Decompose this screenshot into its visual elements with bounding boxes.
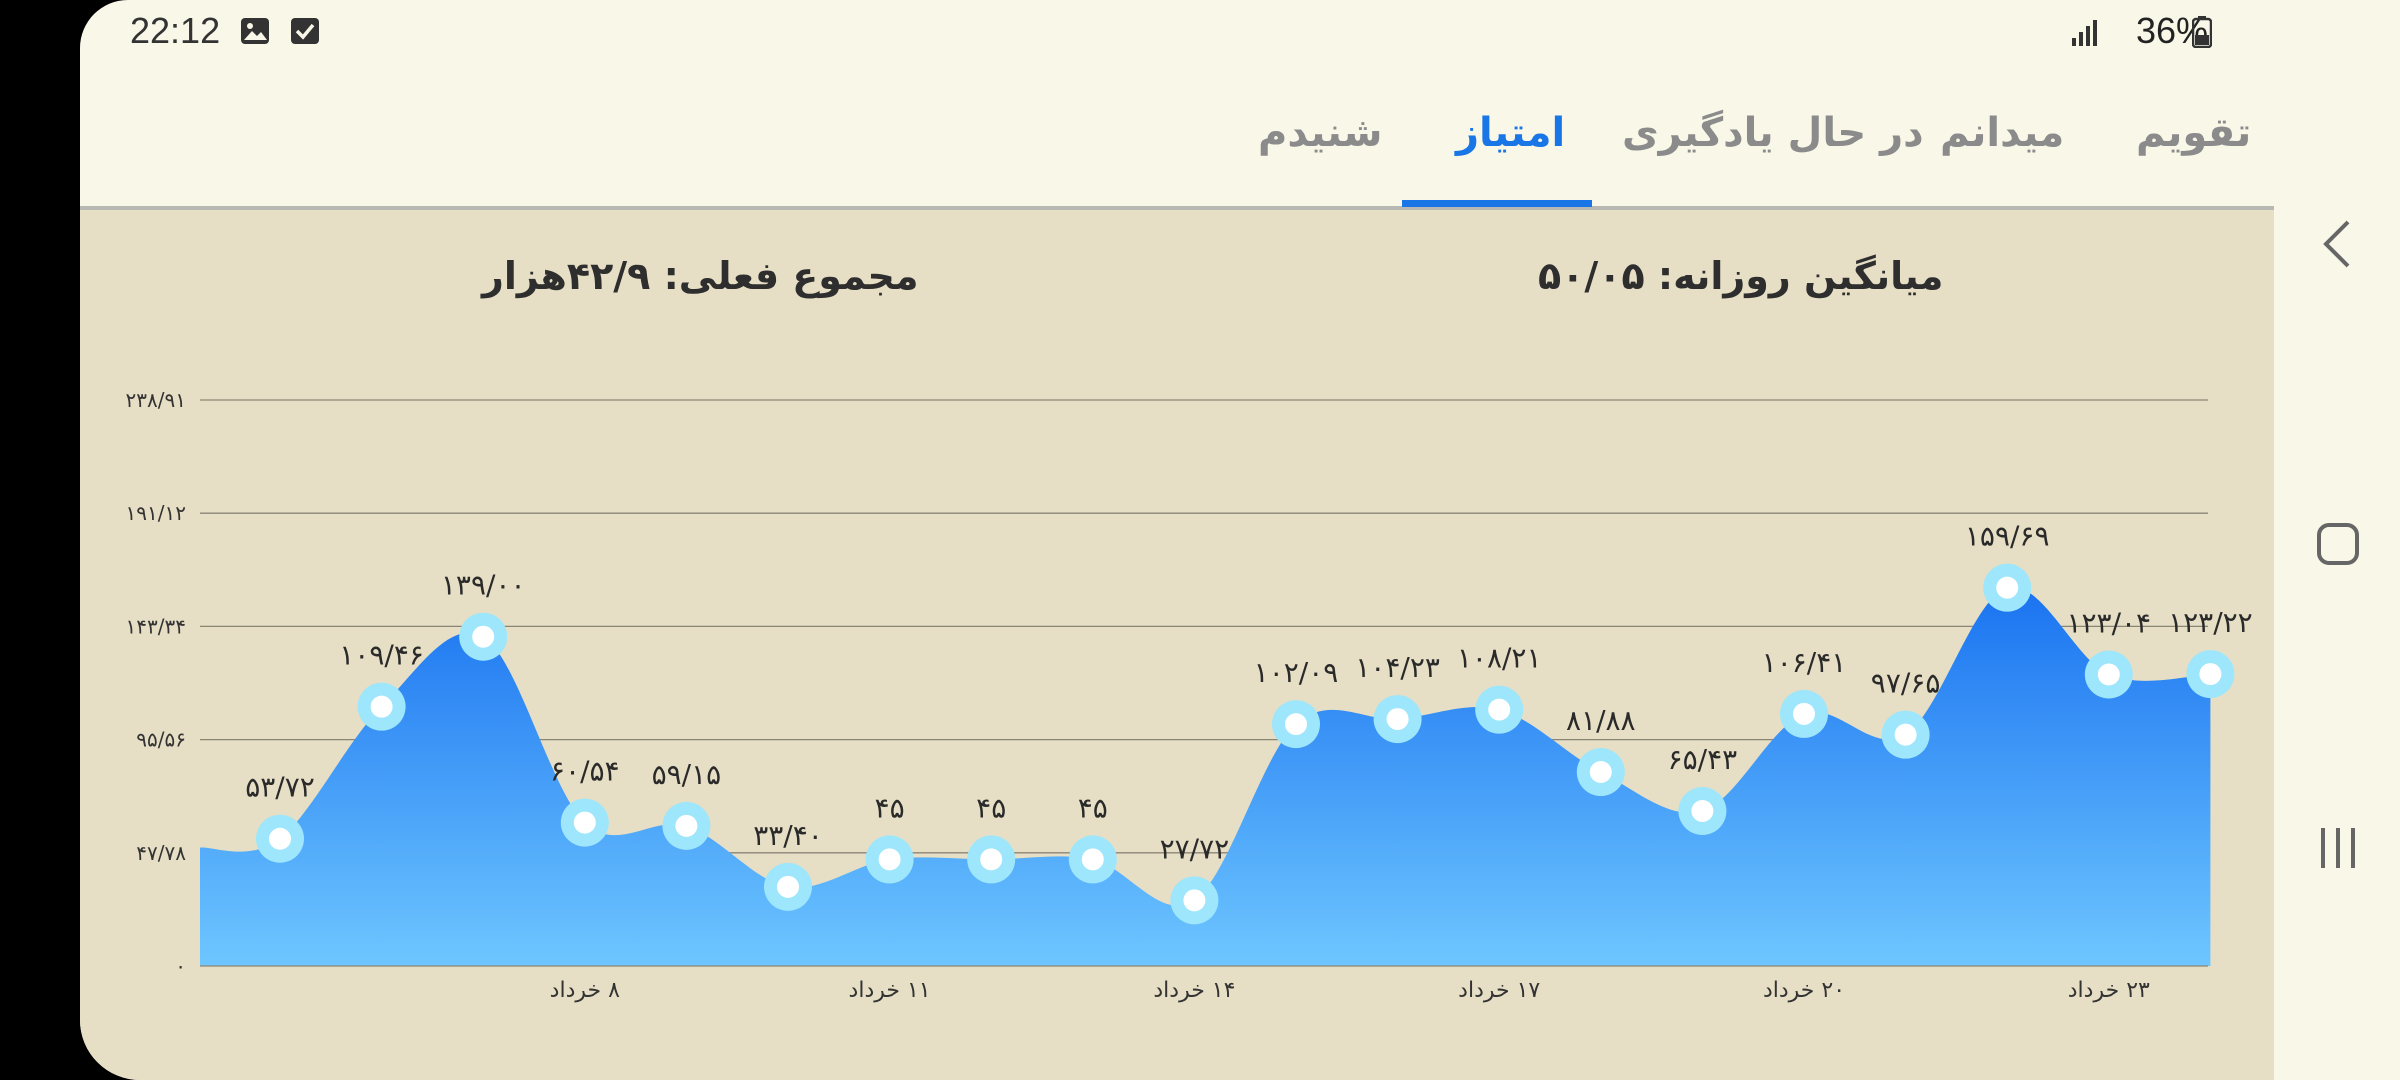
navigation-bar <box>2274 0 2400 1080</box>
x-tick-label: ۲۰ خرداد <box>1763 978 1845 1003</box>
x-tick-label: ۱۱ خرداد <box>849 978 931 1003</box>
data-label: ۱۳۹/۰۰ <box>441 569 526 602</box>
y-tick-label: ۰ <box>175 954 186 978</box>
checkbox-icon <box>290 16 320 46</box>
data-point[interactable] <box>865 835 914 884</box>
data-label: ۱۲۳/۰۴ <box>2066 607 2151 640</box>
tab-bar: تقویم میدانم در حال یادگیری امتیاز شنیدم <box>80 64 2274 210</box>
x-tick-label: ۱۴ خرداد <box>1153 978 1235 1003</box>
data-point[interactable] <box>1373 695 1422 744</box>
data-label: ۱۰۶/۴۱ <box>1762 646 1847 679</box>
tab-known[interactable]: میدانم <box>1940 110 2065 156</box>
data-label: ۱۰۸/۲۱ <box>1457 642 1542 675</box>
status-time: 22:12 <box>130 10 221 51</box>
data-label: ۴۵ <box>1078 791 1108 824</box>
y-tick-label: ۱۹۱/۱۲ <box>126 501 186 525</box>
data-label: ۶۵/۴۳ <box>1668 743 1738 776</box>
data-point[interactable] <box>967 835 1016 884</box>
app-screen: 22:12 36% تقویم میدانم در حال یادگیری ام… <box>80 0 2274 1080</box>
data-label: ۵۳/۷۲ <box>245 771 315 804</box>
battery-icon <box>2191 16 2213 49</box>
data-point[interactable] <box>256 814 304 863</box>
x-tick-label: ۱۷ خرداد <box>1458 978 1540 1003</box>
data-label: ۱۵۹/۶۹ <box>1965 520 2050 553</box>
data-point[interactable] <box>1983 563 2032 612</box>
data-label: ۳۳/۴۰ <box>753 819 823 852</box>
x-tick-label: ۸ خرداد <box>550 978 620 1003</box>
y-tick-label: ۹۵/۵۶ <box>136 728 186 752</box>
tab-score[interactable]: امتیاز <box>1456 110 1566 156</box>
daily-average: میانگین روزانه: ۵۰/۰۵ <box>1538 254 1944 298</box>
data-point[interactable] <box>1881 710 1930 759</box>
y-tick-label: ۲۳۸/۹۱ <box>126 388 186 412</box>
active-tab-indicator <box>1402 200 1592 207</box>
tab-learning[interactable]: در حال یادگیری <box>1622 110 1924 156</box>
score-panel: میانگین روزانه: ۵۰/۰۵ مجموع فعلی: ۴۲/۹هز… <box>80 210 2274 1080</box>
data-label: ۱۰۹/۴۶ <box>339 639 424 672</box>
data-label: ۶۰/۵۴ <box>550 755 620 788</box>
back-icon[interactable] <box>2318 218 2358 274</box>
score-area <box>200 586 2211 966</box>
gallery-icon <box>240 16 270 46</box>
data-label: ۸۱/۸۸ <box>1566 704 1636 737</box>
y-tick-label: ۴۷/۷۸ <box>136 841 186 865</box>
data-point[interactable] <box>459 612 508 661</box>
recents-icon[interactable] <box>2318 826 2358 874</box>
data-point[interactable] <box>1780 689 1828 738</box>
data-point[interactable] <box>1678 786 1727 835</box>
data-label: ۵۹/۱۵ <box>652 758 722 791</box>
tab-calendar[interactable]: تقویم <box>2136 110 2252 156</box>
home-icon[interactable] <box>2316 522 2360 570</box>
y-tick-label: ۱۴۳/۳۴ <box>126 614 186 638</box>
data-label: ۱۰۴/۲۳ <box>1355 651 1440 684</box>
score-chart: ۵۳/۷۲ ۱۰۹/۴۶ ۱۳۹/۰۰ ۶۰/۵۴ ۵۹/۱۵ ۳۳/۴۰ ۴۵ ۴۵ ۴۵ ۲۷… <box>126 388 2253 1003</box>
data-point[interactable] <box>2084 650 2133 699</box>
data-label: ۴۵ <box>976 791 1006 824</box>
data-point[interactable] <box>764 862 812 911</box>
data-point[interactable] <box>1576 748 1625 797</box>
x-tick-label: ۲۳ خرداد <box>2068 978 2150 1003</box>
data-point[interactable] <box>1068 835 1117 884</box>
signal-icon <box>2070 18 2100 48</box>
data-label: ۹۷/۶۵ <box>1871 667 1941 700</box>
status-bar: 22:12 36% <box>80 0 2274 64</box>
data-point[interactable] <box>1475 685 1524 734</box>
tab-heard[interactable]: شنیدم <box>1258 110 1383 156</box>
data-point[interactable] <box>357 682 406 731</box>
data-label: ۱۰۲/۰۹ <box>1254 656 1339 689</box>
data-label: ۴۵ <box>875 791 905 824</box>
data-point[interactable] <box>1170 876 1219 925</box>
data-point[interactable] <box>2186 650 2235 699</box>
current-total: مجموع فعلی: ۴۲/۹هزار <box>482 254 919 298</box>
data-point[interactable] <box>1272 700 1320 749</box>
data-point[interactable] <box>662 801 711 850</box>
data-label: ۱۲۳/۲۲ <box>2168 606 2253 639</box>
data-label: ۲۷/۷۲ <box>1160 832 1230 865</box>
data-point[interactable] <box>560 798 609 847</box>
